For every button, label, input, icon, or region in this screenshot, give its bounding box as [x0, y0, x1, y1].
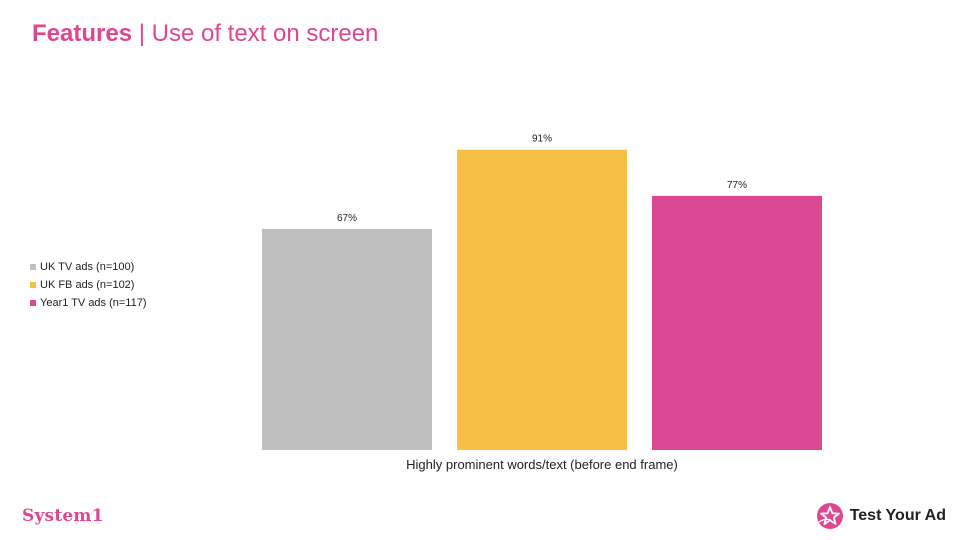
star-badge-icon: [816, 503, 843, 529]
title-separator: |: [138, 20, 145, 47]
title-bold: Features: [32, 20, 133, 47]
title-rest: Use of text on screen: [151, 20, 379, 47]
bar-value-label: 67%: [337, 213, 357, 224]
page-title: Features | Use of text on screen: [32, 20, 378, 48]
category-label: Highly prominent words/text (before end …: [406, 457, 678, 472]
legend-item-uk-fb: UK FB ads (n=102): [30, 276, 147, 294]
legend-item-year1-tv: Year1 TV ads (n=117): [30, 294, 147, 312]
chart-legend: UK TV ads (n=100) UK FB ads (n=102) Year…: [30, 258, 147, 312]
legend-item-uk-tv: UK TV ads (n=100): [30, 258, 147, 276]
bar-1: [262, 228, 432, 450]
legend-swatch: [30, 264, 36, 270]
system1-logo: System1: [22, 506, 104, 526]
test-your-ad-logo: Test Your Ad: [816, 502, 946, 530]
legend-label: UK TV ads (n=100): [40, 261, 135, 273]
legend-label: UK FB ads (n=102): [40, 279, 135, 291]
legend-swatch: [30, 300, 36, 306]
bar-3: [652, 195, 822, 450]
test-your-ad-text: Test Your Ad: [849, 507, 946, 524]
bar-2: [457, 149, 627, 450]
legend-label: Year1 TV ads (n=117): [40, 297, 147, 309]
bar-value-label: 77%: [727, 180, 747, 191]
bar-value-label: 91%: [532, 134, 552, 145]
legend-swatch: [30, 282, 36, 288]
